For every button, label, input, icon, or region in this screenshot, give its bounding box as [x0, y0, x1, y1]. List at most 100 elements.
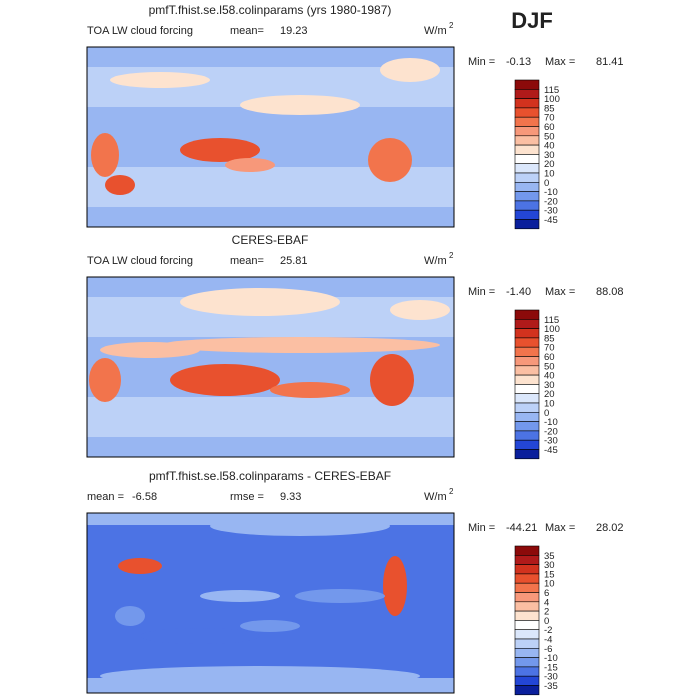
colorbar-label: 100 — [544, 94, 560, 105]
colorbar-box — [514, 402, 540, 413]
field-blob — [115, 606, 145, 626]
map — [87, 47, 454, 227]
colorbar-box — [514, 411, 540, 422]
colorbar-label: 10 — [544, 169, 555, 180]
stat-value: 19.23 — [280, 25, 308, 37]
colorbar-label: 6 — [544, 588, 549, 599]
stat-label: rmse = — [230, 491, 264, 503]
colorbar-label: 20 — [544, 159, 555, 170]
field-blob — [180, 138, 260, 162]
colorbar-label: -30 — [544, 206, 558, 217]
colorbar-box — [514, 365, 540, 376]
colorbar-label: 40 — [544, 371, 555, 382]
colorbar-box — [514, 573, 540, 584]
colorbar-label: -20 — [544, 426, 558, 437]
colorbar-label: 30 — [544, 150, 555, 161]
field-blob — [89, 358, 121, 402]
field-blob — [100, 666, 420, 686]
colorbar-label: 70 — [544, 343, 555, 354]
colorbar-label: -30 — [544, 436, 558, 447]
field-blob — [380, 58, 440, 82]
stat-value: 25.81 — [280, 255, 308, 267]
field-blob — [118, 558, 162, 574]
map-frame — [86, 512, 455, 694]
colorbar-label: -20 — [544, 196, 558, 207]
stat-label: mean= — [230, 255, 264, 267]
colorbar-box — [514, 337, 540, 348]
colorbar-box — [514, 393, 540, 404]
colorbar-box — [514, 328, 540, 339]
colorbar-label: -10 — [544, 187, 558, 198]
colorbar-box — [514, 89, 540, 99]
colorbar-box — [514, 610, 540, 621]
colorbar-label: 10 — [544, 579, 555, 590]
colorbar-box — [514, 209, 540, 220]
colorbar-box — [514, 79, 540, 90]
colorbar-label: 30 — [544, 380, 555, 391]
map — [87, 277, 454, 457]
min-value: -44.21 — [506, 522, 537, 534]
colorbar-box — [514, 219, 540, 230]
min-value: -1.40 — [506, 286, 531, 298]
colorbar-box — [514, 182, 540, 192]
colorbar-label: 60 — [544, 352, 555, 363]
colorbar-box — [514, 582, 540, 593]
colorbar-label: 4 — [544, 597, 549, 608]
panel-title: pmfT.fhist.se.l58.colinparams - CERES-EB… — [149, 469, 391, 483]
colorbar-label: 50 — [544, 131, 555, 142]
colorbar-box — [514, 356, 540, 367]
field-blob — [170, 364, 280, 396]
max-value: 88.08 — [596, 286, 624, 298]
colorbar-label: -2 — [544, 625, 552, 636]
map — [87, 513, 454, 693]
field-blob — [225, 158, 275, 172]
max-value: 28.02 — [596, 522, 624, 534]
colorbar-label: 85 — [544, 333, 555, 344]
colorbar-box — [514, 545, 540, 556]
colorbar-box — [514, 318, 540, 329]
colorbar-label: 30 — [544, 560, 555, 571]
colorbar-label: -45 — [544, 445, 558, 456]
colorbar-box — [514, 629, 540, 640]
max-label: Max = — [545, 56, 575, 68]
field-blob — [370, 354, 414, 406]
units: W/m — [424, 255, 447, 267]
map-frame — [86, 276, 455, 458]
field-blob — [180, 288, 340, 316]
colorbar-box — [514, 163, 540, 174]
colorbar-label: 0 — [544, 408, 549, 419]
colorbar-label: 115 — [544, 315, 559, 326]
colorbar-box — [514, 116, 540, 127]
panel-left-value: -6.58 — [132, 491, 157, 503]
panel-left-label: mean = — [87, 491, 124, 503]
colorbar-box — [514, 620, 540, 631]
colorbar-box — [514, 439, 540, 450]
max-value: 81.41 — [596, 56, 624, 68]
units-power: 2 — [449, 21, 454, 30]
colorbar-label: 2 — [544, 607, 549, 618]
colorbar-label: 115 — [544, 85, 559, 96]
units: W/m — [424, 491, 447, 503]
stat-label: mean= — [230, 25, 264, 37]
field-blob — [240, 620, 300, 632]
colorbar-box — [514, 200, 540, 211]
colorbar-box — [514, 421, 540, 432]
colorbar-label: 15 — [544, 569, 555, 580]
colorbar-label: 40 — [544, 141, 555, 152]
field-blob — [105, 175, 135, 195]
colorbar-box — [514, 647, 540, 658]
colorbar-box — [514, 675, 540, 686]
panel-title: CERES-EBAF — [232, 233, 309, 247]
field-blob — [140, 628, 260, 644]
colorbar-box — [514, 191, 540, 202]
field-blob — [91, 133, 119, 177]
colorbar-box — [514, 346, 540, 357]
colorbar-label: -15 — [544, 662, 558, 673]
colorbar-box — [514, 126, 540, 137]
units: W/m — [424, 25, 447, 37]
colorbar-box — [514, 144, 540, 155]
colorbar-box — [514, 685, 540, 696]
colorbar-label: 70 — [544, 113, 555, 124]
field-blob — [240, 95, 360, 115]
